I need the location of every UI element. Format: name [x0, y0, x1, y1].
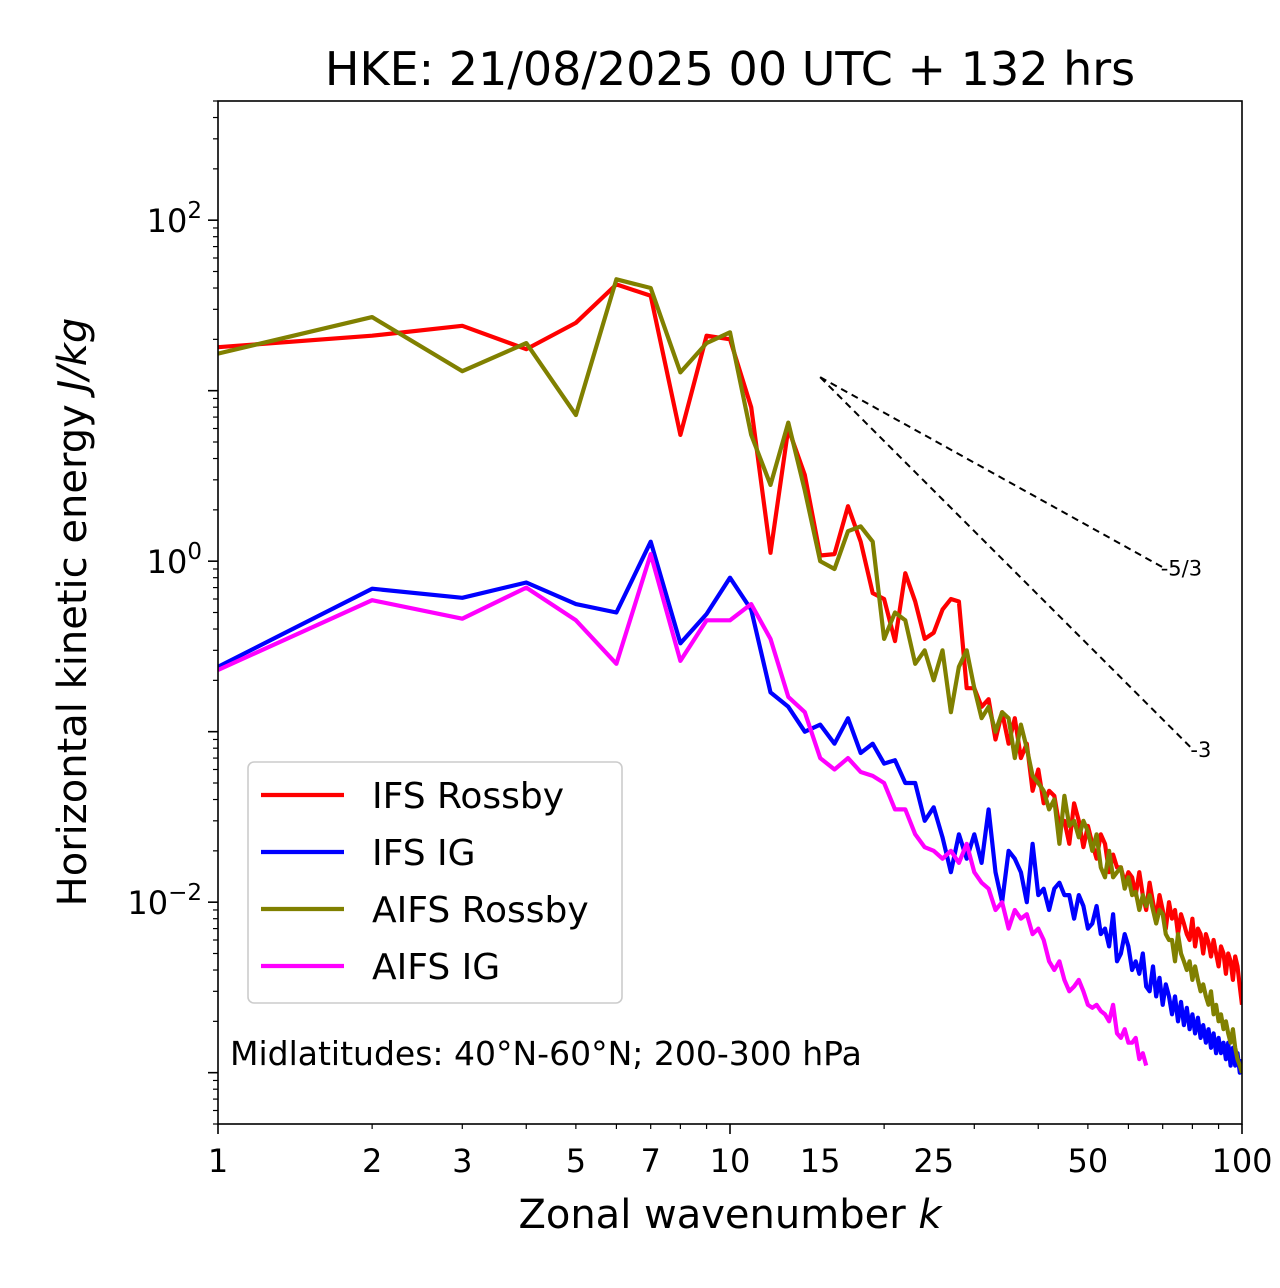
series-line-aifs-rossby	[218, 277, 1242, 1074]
legend-label: IFS Rossby	[372, 776, 564, 817]
y-tick-label: 100	[147, 539, 202, 581]
series-line-ifs-ig	[218, 539, 1242, 1075]
reference-slopes: -5/3 -3	[819, 376, 1211, 762]
x-tick-label: 100	[1211, 1142, 1272, 1180]
x-tick-label: 10	[710, 1142, 751, 1180]
legend-box	[247, 761, 623, 1004]
x-axis-title: Zonal wavenumber k	[518, 1192, 943, 1238]
x-tick-label: 5	[566, 1142, 586, 1180]
x-tick-label: 3	[452, 1142, 472, 1180]
x-tick-label: 50	[1068, 1142, 1109, 1180]
reference-slope-label: -3	[1190, 738, 1211, 762]
reference-slope-line	[819, 376, 1194, 750]
legend-label: AIFS Rossby	[372, 890, 589, 931]
y-tick-label: 102	[147, 198, 202, 240]
x-tick-label: 2	[362, 1142, 382, 1180]
x-tick-label: 1	[208, 1142, 228, 1180]
legend: IFS Rossby IFS IG AIFS Rossby AIFS IG	[247, 761, 623, 1004]
series-group	[218, 277, 1242, 1075]
legend-label: AIFS IG	[372, 947, 500, 988]
x-tick-label: 15	[800, 1142, 841, 1180]
region-annotation: Midlatitudes: 40°N-60°N; 200-300 hPa	[230, 1034, 862, 1073]
series-line-aifs-ig	[218, 551, 1149, 1067]
legend-label: IFS IG	[372, 833, 476, 874]
y-tick-label: 10−2	[127, 880, 202, 922]
reference-slope-line	[819, 376, 1164, 569]
y-axis-title: Horizontal kinetic energy J/kg	[50, 318, 96, 907]
plot-area: -5/3 -3 1 2 3 5 7 10 15 25 50 100 102 100 10−2	[127, 100, 1273, 1180]
reference-slope-label: -5/3	[1161, 556, 1202, 580]
x-tick-label: 25	[913, 1142, 954, 1180]
y-axis: 102 100 10−2	[127, 100, 218, 1125]
x-axis: 1 2 3 5 7 10 15 25 50 100	[208, 1124, 1273, 1180]
chart-title: HKE: 21/08/2025 00 UTC + 132 hrs	[325, 42, 1135, 96]
x-tick-label: 7	[641, 1142, 661, 1180]
